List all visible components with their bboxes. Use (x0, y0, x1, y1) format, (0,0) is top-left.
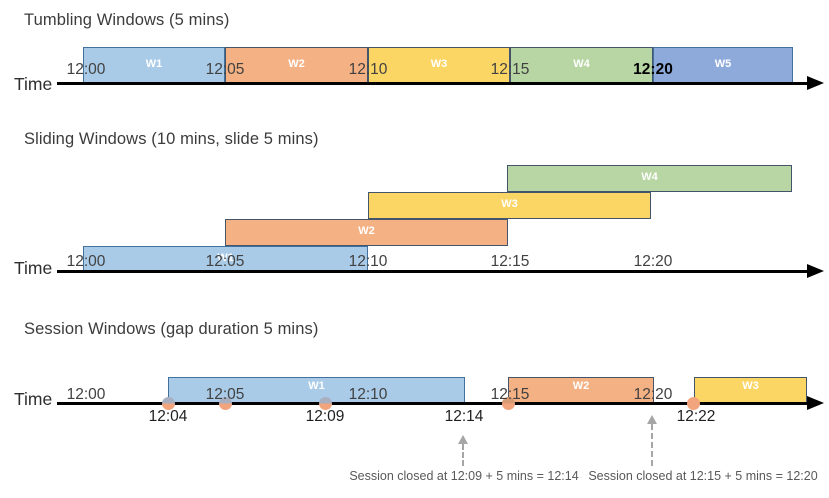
time-axis-label: Time (14, 389, 53, 409)
tumbling-section-title: Tumbling Windows (5 mins) (24, 11, 230, 29)
time-axis-label: Time (14, 74, 53, 94)
session-section-title: Session Windows (gap duration 5 mins) (24, 320, 319, 338)
event-dot (687, 397, 700, 410)
window-label: W3 (501, 198, 518, 210)
tick-label: 12:05 (205, 253, 245, 270)
window-label: W2 (288, 58, 305, 70)
tick-label: 12:20 (633, 253, 673, 270)
window-label: W5 (714, 58, 732, 70)
session-window-w1 (168, 377, 465, 404)
tumbling-window-w1 (83, 47, 225, 84)
tick-label: 12:05 (205, 61, 245, 78)
tick-label: 12:10 (348, 61, 388, 78)
sliding-window-w4 (507, 165, 792, 192)
dashed-arrow-line (651, 424, 653, 466)
window-label: W4 (641, 171, 658, 183)
tick-label: 12:15 (490, 253, 530, 270)
sliding-window-w3 (368, 192, 651, 219)
tick-label: 12:00 (66, 253, 106, 270)
timeline (57, 402, 809, 405)
session-closed-annotation: Session closed at 12:09 + 5 mins = 12:14 (349, 469, 579, 483)
window-label: W1 (308, 380, 325, 392)
timeline (57, 82, 809, 85)
sliding-window-w2 (225, 219, 508, 246)
tick-label: 12:15 (490, 386, 530, 403)
timeline-arrowhead-icon (807, 76, 824, 90)
dashed-arrow-line (462, 444, 464, 466)
event-time-label: 12:09 (305, 408, 345, 425)
tick-label: 12:05 (205, 386, 245, 403)
timeline-arrowhead-icon (807, 264, 824, 278)
event-dot (219, 397, 232, 410)
dashed-up-arrow-icon (458, 435, 468, 444)
event-dot (162, 397, 175, 410)
session-closed-annotation: Session closed at 12:15 + 5 mins = 12:20 (588, 469, 818, 483)
timeline (57, 270, 809, 273)
event-time-label: 12:04 (148, 408, 188, 425)
session-close-time-label: 12:14 (444, 408, 484, 425)
timeline-arrowhead-icon (807, 396, 824, 410)
tumbling-window-w2 (225, 47, 368, 84)
tick-label: 12:10 (348, 253, 388, 270)
sliding-section-title: Sliding Windows (10 mins, slide 5 mins) (24, 130, 319, 148)
window-label: W4 (573, 58, 590, 70)
tumbling-window-w4 (510, 47, 653, 84)
tick-label: 12:00 (66, 61, 106, 78)
session-window-w3 (694, 377, 807, 404)
tick-label: 12:20 (633, 61, 673, 78)
tick-label: 12:20 (633, 386, 673, 403)
tick-label: 12:15 (490, 61, 530, 78)
window-label: W3 (742, 380, 759, 392)
window-label: W1 (217, 252, 234, 264)
window-label: W2 (358, 225, 375, 237)
tick-label: 12:00 (66, 386, 106, 403)
time-axis-label: Time (14, 258, 53, 278)
window-label: W2 (572, 380, 590, 392)
event-dot (319, 397, 332, 410)
window-label: W3 (430, 58, 448, 70)
tick-label: 12:10 (348, 386, 388, 403)
event-time-label: 12:22 (676, 408, 716, 425)
window-label: W1 (145, 58, 163, 70)
event-dot (502, 397, 515, 410)
dashed-up-arrow-icon (647, 415, 657, 424)
